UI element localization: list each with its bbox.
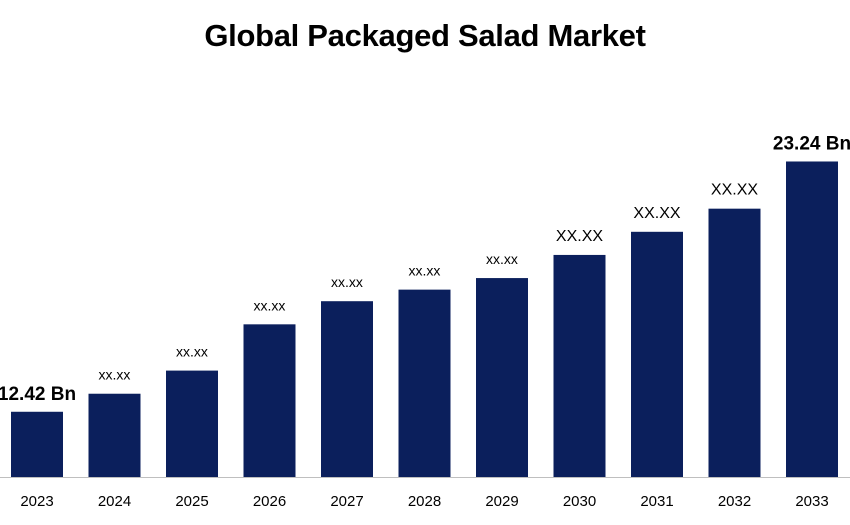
data-label-2030: XX.XX [556, 228, 603, 245]
bar-2032 [708, 208, 761, 477]
bar-2026 [243, 324, 296, 477]
data-label-2024: xx.xx [99, 367, 131, 383]
x-tick-label-2029: 2029 [485, 493, 518, 510]
x-tick-label-2027: 2027 [330, 493, 363, 510]
data-label-2033: 23.24 Bn [773, 133, 850, 154]
bar-2027 [321, 301, 373, 477]
bar-2028 [398, 289, 451, 477]
bar-2025 [166, 370, 218, 477]
bar-2030 [553, 254, 606, 477]
x-tick-label-2032: 2032 [718, 493, 751, 510]
bar-2031 [631, 231, 683, 477]
x-tick-label-2024: 2024 [98, 493, 131, 510]
data-label-2025: xx.xx [176, 344, 208, 360]
bar-2024 [88, 393, 141, 477]
x-tick-label-2031: 2031 [640, 493, 673, 510]
bar-2029 [476, 278, 528, 477]
data-label-2028: xx.xx [409, 263, 441, 279]
data-label-2026: xx.xx [254, 297, 286, 313]
data-label-2031: XX.XX [633, 205, 680, 222]
x-tick-label-2028: 2028 [408, 493, 441, 510]
bar-2033 [786, 161, 838, 477]
x-tick-label-2023: 2023 [20, 493, 53, 510]
chart-title: Global Packaged Salad Market [204, 18, 646, 53]
x-tick-label-2025: 2025 [175, 493, 208, 510]
x-tick-label-2033: 2033 [795, 493, 828, 510]
data-label-2029: xx.xx [486, 251, 518, 267]
x-tick-label-2030: 2030 [563, 493, 596, 510]
x-tick-label-2026: 2026 [253, 493, 286, 510]
data-label-2023: 12.42 Bn [0, 384, 76, 405]
data-label-2032: XX.XX [711, 182, 758, 199]
data-label-2027: xx.xx [331, 274, 363, 290]
bar-2023 [11, 411, 63, 477]
